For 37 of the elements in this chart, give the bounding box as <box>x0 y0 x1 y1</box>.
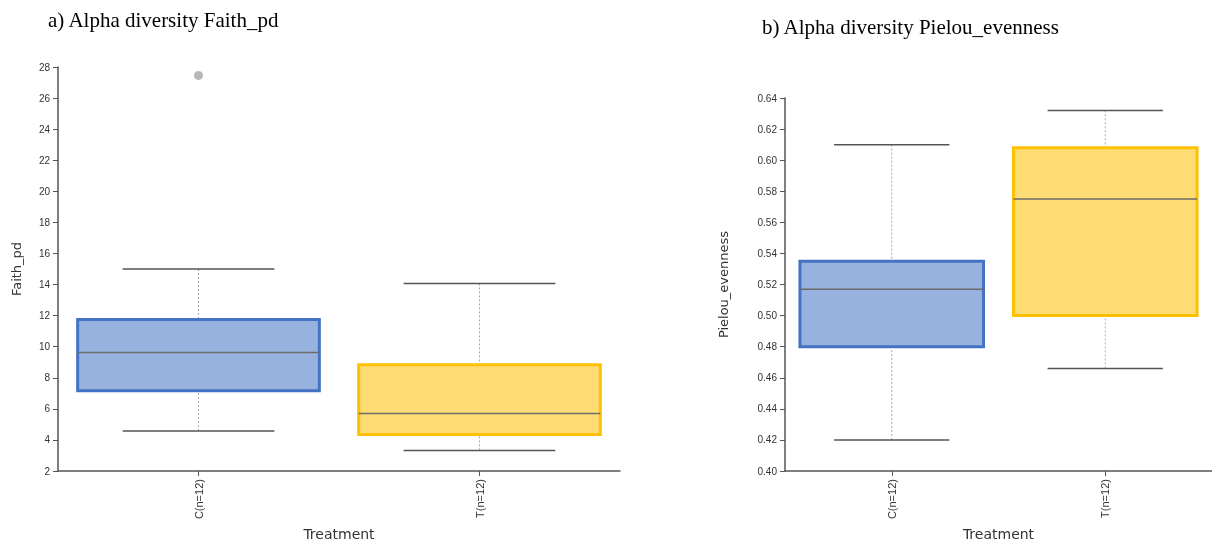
y-tick-label: 16 <box>38 247 51 259</box>
y-tick-label: 28 <box>38 61 51 73</box>
x-tick-label: C(n=12) <box>192 479 205 520</box>
y-tick-label: 0.58 <box>757 185 778 197</box>
y-tick-label: 8 <box>44 372 51 384</box>
y-tick-label: 0.56 <box>757 216 778 228</box>
y-tick-label: 4 <box>44 434 51 446</box>
x-tick-label: T(n=12) <box>473 479 486 518</box>
y-tick-label: 26 <box>38 92 51 104</box>
y-tick-label: 10 <box>38 341 51 353</box>
y-tick-label: 0.42 <box>757 434 778 446</box>
x-tick-label: T(n=12) <box>1099 479 1112 518</box>
y-tick-label: 24 <box>38 123 51 135</box>
y-tick-label: 0.52 <box>757 279 778 291</box>
x-axis-title: Treatment <box>961 526 1035 542</box>
y-tick-label: 0.60 <box>757 154 778 166</box>
x-tick-label: C(n=12) <box>885 479 898 520</box>
y-tick-label: 0.50 <box>757 310 778 322</box>
y-tick-label: 14 <box>38 279 51 291</box>
y-tick-label: 12 <box>38 310 51 322</box>
y-tick-label: 0.54 <box>757 247 778 259</box>
y-tick-label: 0.40 <box>757 465 778 477</box>
x-axis-title: Treatment <box>302 526 376 542</box>
y-tick-label: 20 <box>38 185 51 197</box>
y-tick-label: 0.64 <box>757 92 778 104</box>
y-tick-label: 6 <box>44 403 51 415</box>
y-tick-label: 18 <box>38 216 51 228</box>
chart-title: b) Alpha diversity Pielou_evenness <box>762 15 1059 40</box>
y-tick-label: 0.62 <box>757 123 778 135</box>
y-tick-label: 22 <box>38 154 51 166</box>
y-axis-title: Faith_pd <box>9 241 24 297</box>
y-tick-label: 0.46 <box>757 372 778 384</box>
y-axis-title: Pielou_evenness <box>716 230 731 339</box>
y-tick-label: 0.44 <box>757 403 778 415</box>
y-tick-label: 0.48 <box>757 341 778 353</box>
chart-title: a) Alpha diversity Faith_pd <box>48 8 279 33</box>
y-tick-label: 2 <box>44 465 51 477</box>
